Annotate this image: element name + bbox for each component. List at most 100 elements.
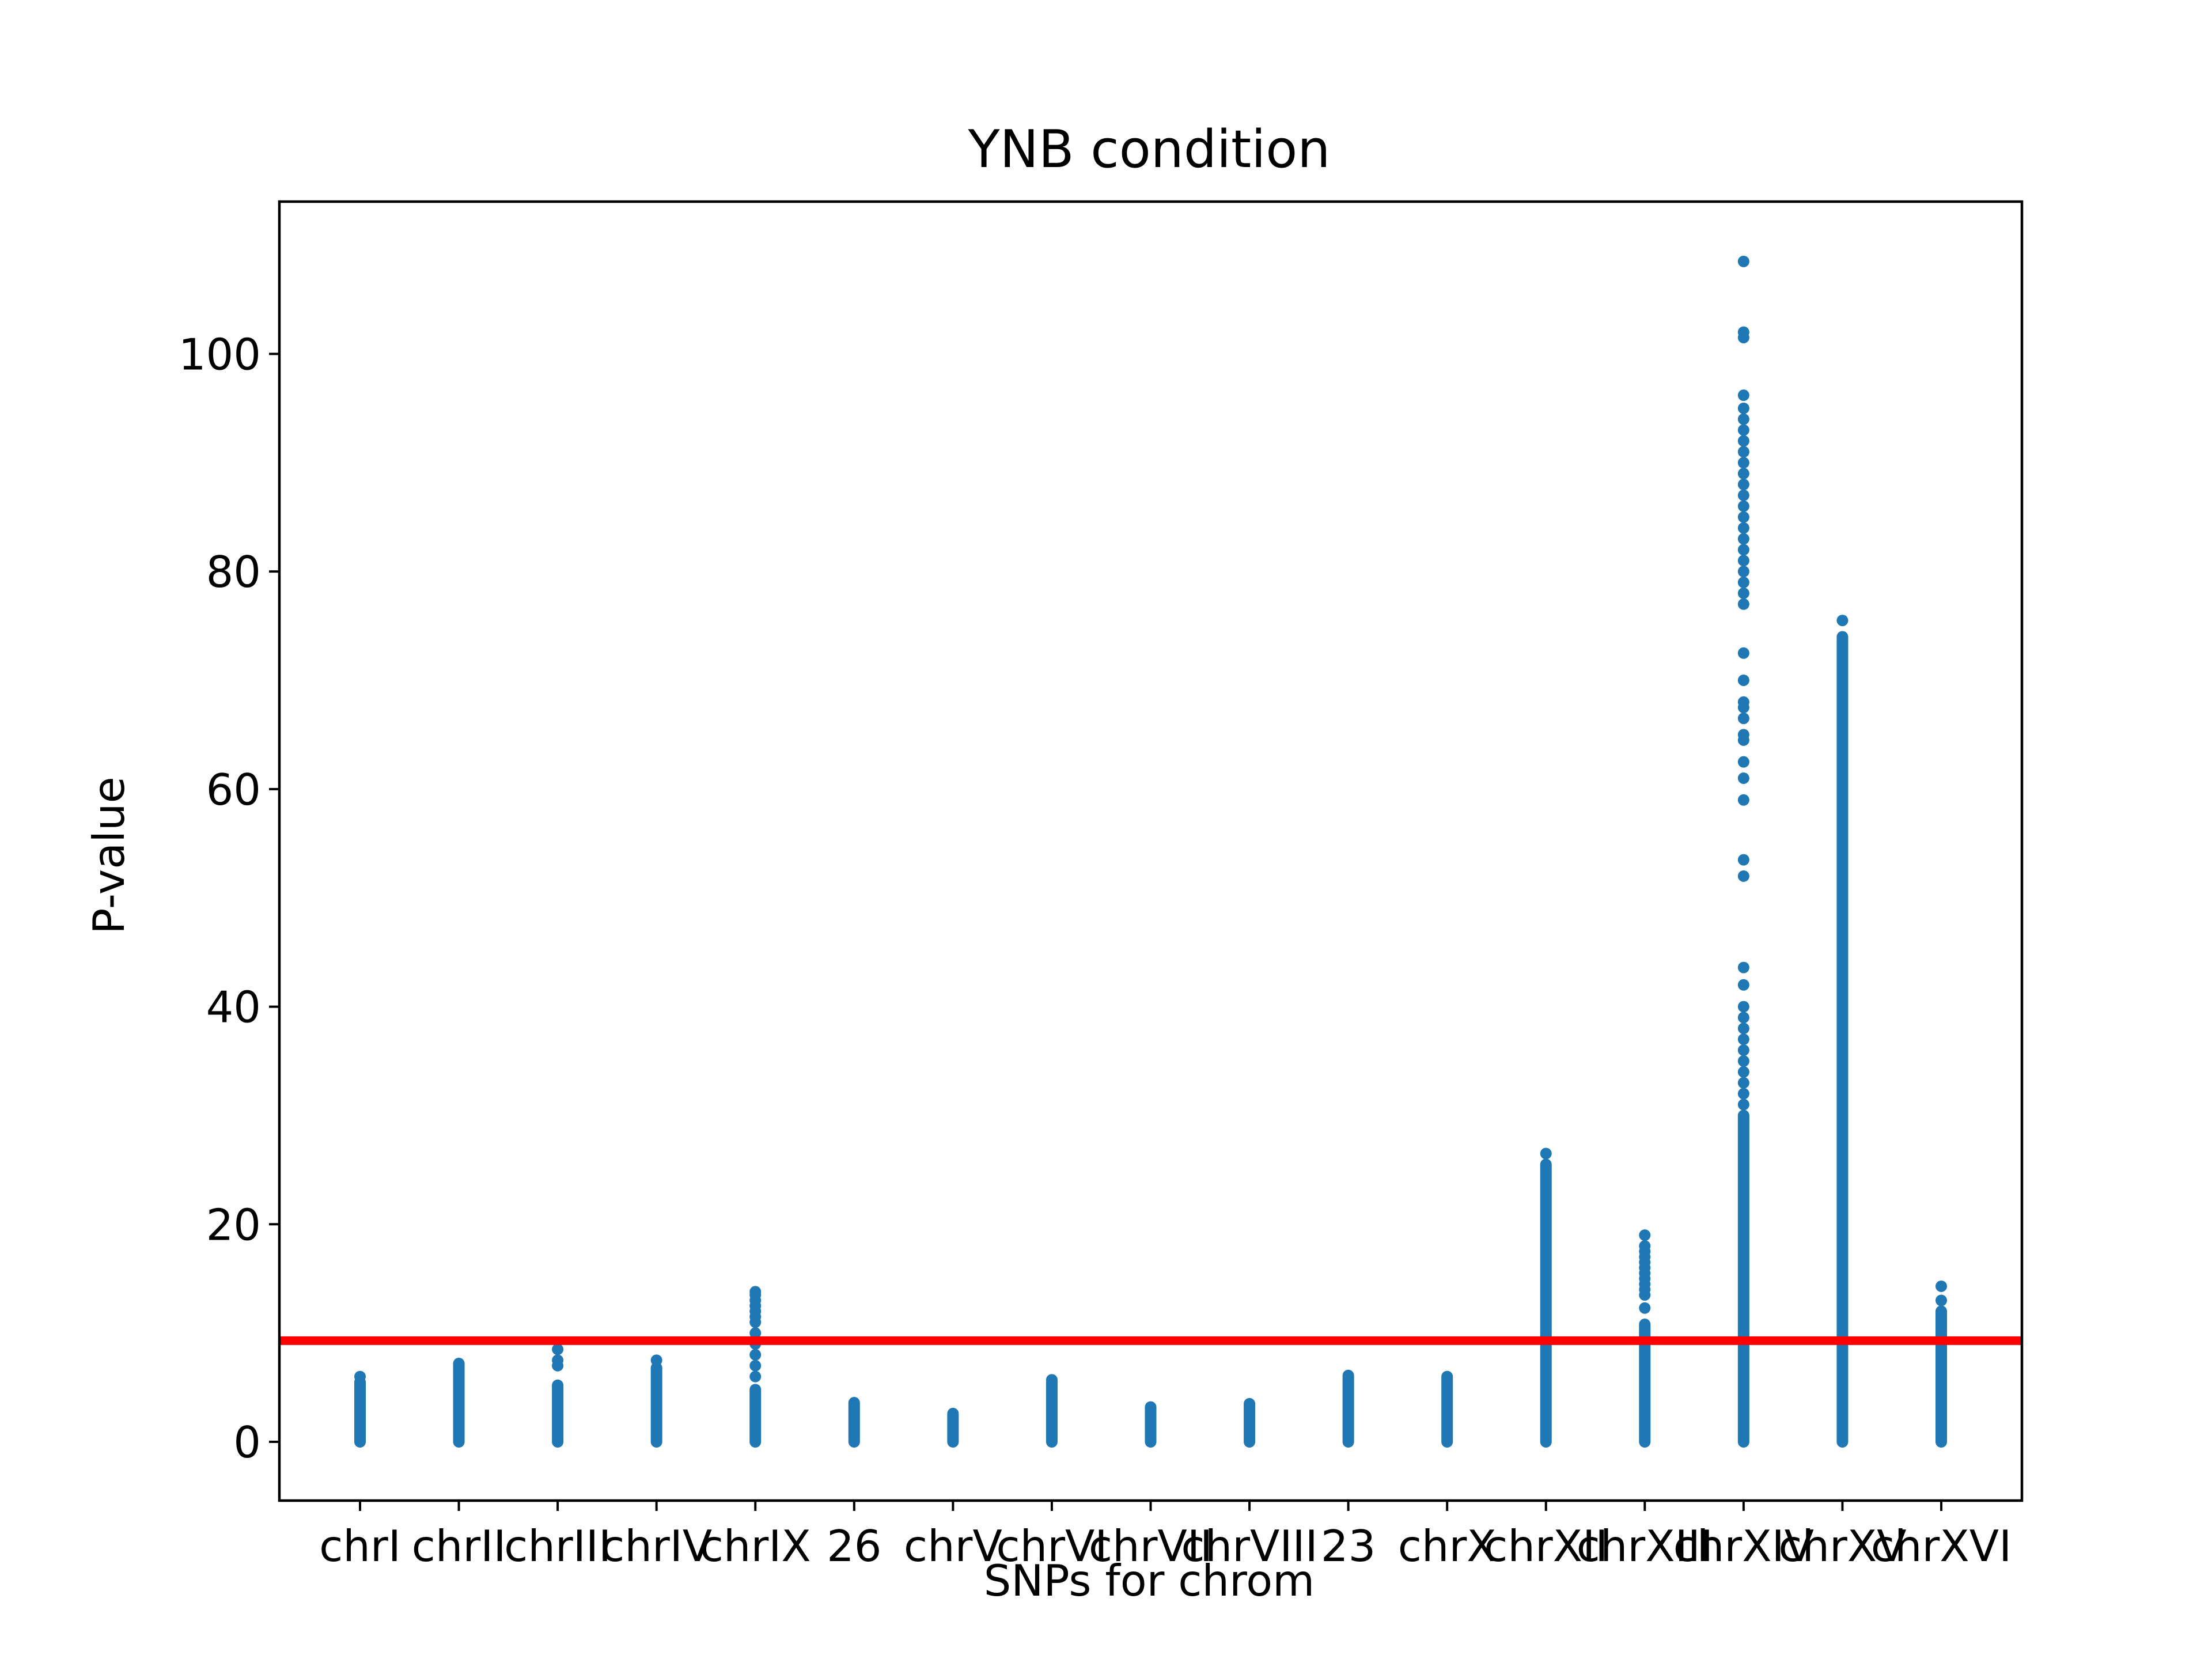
data-point xyxy=(1737,402,1749,414)
y-tick-label: 0 xyxy=(233,1417,261,1468)
x-tick-label: chrX xyxy=(1398,1521,1497,1571)
y-axis: 0 20 40 60 80 100 xyxy=(179,329,279,1468)
data-point xyxy=(552,1354,564,1366)
x-axis-label: SNPs for chrom xyxy=(984,1555,1315,1606)
data-point xyxy=(1737,389,1749,402)
data-point xyxy=(1737,794,1749,806)
data-point xyxy=(1737,713,1749,725)
y-axis-label: P-value xyxy=(84,777,134,934)
data-point xyxy=(1737,1001,1749,1013)
series-chrIX xyxy=(749,1286,762,1448)
y-tick-label: 20 xyxy=(206,1199,261,1250)
data-point xyxy=(650,1354,662,1366)
data-point xyxy=(1737,1077,1749,1089)
points-layer xyxy=(354,255,1947,1448)
x-tick-label: chrIII xyxy=(504,1521,611,1571)
data-point xyxy=(1639,1302,1651,1314)
series-chrXVI xyxy=(1936,1280,1947,1448)
series-chrIII xyxy=(552,1343,564,1448)
data-point xyxy=(749,1370,762,1382)
data-point xyxy=(1737,326,1749,338)
data-point xyxy=(1737,1044,1749,1056)
data-point xyxy=(1737,854,1749,866)
data-point xyxy=(1737,446,1749,458)
y-tick-label: 100 xyxy=(179,329,261,380)
y-tick-label: 40 xyxy=(206,982,261,1033)
series-chrXII xyxy=(1540,1147,1552,1448)
chart-title: YNB condition xyxy=(968,119,1331,180)
data-point xyxy=(1737,979,1749,991)
data-point xyxy=(1936,1294,1947,1306)
data-point xyxy=(1737,587,1749,599)
data-point xyxy=(1737,1055,1749,1067)
data-point xyxy=(1737,1066,1749,1078)
data-point xyxy=(749,1327,762,1339)
data-point xyxy=(749,1286,762,1298)
x-tick-label: chrXII xyxy=(1484,1521,1608,1571)
data-point xyxy=(1737,961,1749,974)
y-tick-label: 80 xyxy=(206,547,261,597)
data-point xyxy=(1836,615,1849,627)
x-tick-label: chrXV xyxy=(1778,1521,1906,1571)
data-point xyxy=(354,1370,366,1382)
data-point xyxy=(1737,413,1749,425)
data-point xyxy=(1737,1099,1749,1111)
plot-frame xyxy=(278,200,2024,1502)
x-tick-label: chrXIII xyxy=(1577,1521,1713,1571)
data-point xyxy=(552,1343,564,1355)
data-point xyxy=(1737,544,1749,556)
x-tick-label: chrIV xyxy=(601,1521,712,1571)
data-point xyxy=(1737,1012,1749,1024)
data-point xyxy=(1737,511,1749,523)
x-tick-label: chrV xyxy=(904,1521,1002,1571)
data-point xyxy=(1639,1229,1651,1241)
data-point xyxy=(1737,435,1749,447)
data-point xyxy=(1737,1022,1749,1035)
series-chrIV xyxy=(650,1354,662,1448)
x-tick-label: chrI xyxy=(319,1521,401,1571)
series-chrXIII xyxy=(1639,1229,1651,1448)
data-point xyxy=(1737,500,1749,512)
x-tick-label: chrXIV xyxy=(1673,1521,1814,1571)
x-tick-label: chrVII xyxy=(1089,1521,1213,1571)
data-point xyxy=(1737,598,1749,610)
data-point xyxy=(1737,566,1749,578)
data-point xyxy=(1737,674,1749,686)
y-tick-label: 60 xyxy=(206,764,261,815)
data-point xyxy=(1540,1147,1552,1160)
data-point xyxy=(1737,772,1749,784)
data-point xyxy=(1737,729,1749,741)
data-point xyxy=(1737,255,1749,267)
data-point xyxy=(1737,424,1749,436)
x-tick-label: chrII xyxy=(412,1521,506,1571)
data-point xyxy=(1737,1033,1749,1046)
data-point xyxy=(1737,756,1749,768)
data-point xyxy=(1936,1280,1947,1292)
x-tick-label: chrXVI xyxy=(1871,1521,2012,1571)
data-point xyxy=(749,1359,762,1372)
x-tick-label: 23 xyxy=(1321,1521,1376,1571)
data-point xyxy=(1737,522,1749,534)
data-point xyxy=(1737,577,1749,589)
data-point xyxy=(1639,1240,1651,1252)
x-tick-label: chrIX xyxy=(700,1521,811,1571)
series-chrXV xyxy=(1836,615,1849,1448)
data-point xyxy=(1737,479,1749,491)
data-point xyxy=(1737,696,1749,708)
x-tick-label: chrVI xyxy=(996,1521,1107,1571)
data-point xyxy=(1737,647,1749,659)
data-point xyxy=(1737,489,1749,501)
series-chrI xyxy=(354,1370,366,1448)
data-point xyxy=(1737,555,1749,567)
x-tick-label: chrVIII xyxy=(1181,1521,1317,1571)
data-point xyxy=(1737,457,1749,469)
data-point xyxy=(1737,533,1749,545)
data-point xyxy=(1737,870,1749,882)
data-point xyxy=(1737,1088,1749,1100)
data-point xyxy=(1737,468,1749,480)
series-chrXIV xyxy=(1737,255,1749,1448)
x-tick-label: 26 xyxy=(827,1521,881,1571)
data-point xyxy=(749,1349,762,1361)
